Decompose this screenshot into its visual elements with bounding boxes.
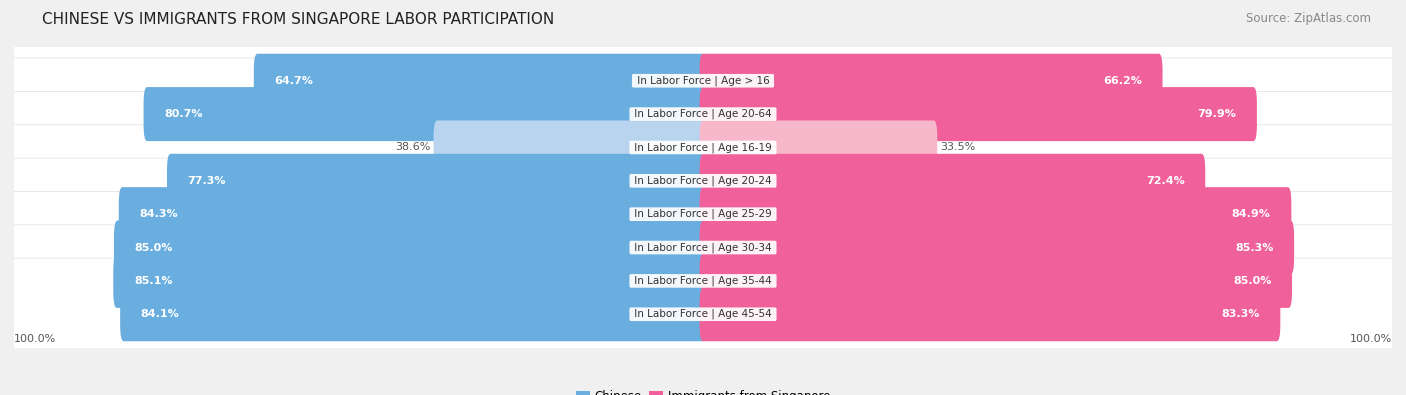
Text: 100.0%: 100.0% bbox=[14, 334, 56, 344]
Text: 66.2%: 66.2% bbox=[1102, 76, 1142, 86]
Text: 85.0%: 85.0% bbox=[135, 243, 173, 252]
FancyBboxPatch shape bbox=[0, 58, 1406, 170]
FancyBboxPatch shape bbox=[700, 154, 1205, 208]
Text: 72.4%: 72.4% bbox=[1146, 176, 1185, 186]
FancyBboxPatch shape bbox=[700, 220, 1294, 275]
FancyBboxPatch shape bbox=[433, 120, 706, 175]
FancyBboxPatch shape bbox=[118, 187, 706, 241]
FancyBboxPatch shape bbox=[0, 125, 1406, 237]
Text: In Labor Force | Age 45-54: In Labor Force | Age 45-54 bbox=[631, 309, 775, 320]
FancyBboxPatch shape bbox=[114, 220, 706, 275]
FancyBboxPatch shape bbox=[254, 54, 706, 108]
Text: 83.3%: 83.3% bbox=[1222, 309, 1260, 319]
Text: 38.6%: 38.6% bbox=[395, 143, 430, 152]
Text: 84.1%: 84.1% bbox=[141, 309, 180, 319]
FancyBboxPatch shape bbox=[120, 287, 706, 341]
FancyBboxPatch shape bbox=[167, 154, 706, 208]
FancyBboxPatch shape bbox=[0, 158, 1406, 270]
Text: 84.9%: 84.9% bbox=[1232, 209, 1271, 219]
Text: 79.9%: 79.9% bbox=[1198, 109, 1236, 119]
Text: In Labor Force | Age 20-64: In Labor Force | Age 20-64 bbox=[631, 109, 775, 119]
FancyBboxPatch shape bbox=[0, 192, 1406, 304]
Text: 33.5%: 33.5% bbox=[941, 143, 976, 152]
Text: In Labor Force | Age 30-34: In Labor Force | Age 30-34 bbox=[631, 242, 775, 253]
Text: 100.0%: 100.0% bbox=[1350, 334, 1392, 344]
Text: Source: ZipAtlas.com: Source: ZipAtlas.com bbox=[1246, 12, 1371, 25]
Text: In Labor Force | Age 35-44: In Labor Force | Age 35-44 bbox=[631, 276, 775, 286]
Legend: Chinese, Immigrants from Singapore: Chinese, Immigrants from Singapore bbox=[571, 385, 835, 395]
Text: In Labor Force | Age 20-24: In Labor Force | Age 20-24 bbox=[631, 175, 775, 186]
Text: In Labor Force | Age 16-19: In Labor Force | Age 16-19 bbox=[631, 142, 775, 153]
FancyBboxPatch shape bbox=[0, 258, 1406, 371]
FancyBboxPatch shape bbox=[0, 225, 1406, 337]
FancyBboxPatch shape bbox=[700, 287, 1281, 341]
Text: In Labor Force | Age > 16: In Labor Force | Age > 16 bbox=[634, 75, 772, 86]
FancyBboxPatch shape bbox=[0, 24, 1406, 137]
FancyBboxPatch shape bbox=[0, 91, 1406, 203]
Text: 85.3%: 85.3% bbox=[1234, 243, 1274, 252]
FancyBboxPatch shape bbox=[143, 87, 706, 141]
FancyBboxPatch shape bbox=[700, 87, 1257, 141]
FancyBboxPatch shape bbox=[114, 254, 706, 308]
Text: 80.7%: 80.7% bbox=[165, 109, 202, 119]
Text: 85.1%: 85.1% bbox=[134, 276, 173, 286]
FancyBboxPatch shape bbox=[700, 120, 938, 175]
FancyBboxPatch shape bbox=[700, 187, 1291, 241]
Text: 84.3%: 84.3% bbox=[139, 209, 179, 219]
FancyBboxPatch shape bbox=[700, 54, 1163, 108]
Text: 77.3%: 77.3% bbox=[187, 176, 226, 186]
Text: CHINESE VS IMMIGRANTS FROM SINGAPORE LABOR PARTICIPATION: CHINESE VS IMMIGRANTS FROM SINGAPORE LAB… bbox=[42, 12, 554, 27]
Text: 85.0%: 85.0% bbox=[1233, 276, 1271, 286]
Text: In Labor Force | Age 25-29: In Labor Force | Age 25-29 bbox=[631, 209, 775, 220]
FancyBboxPatch shape bbox=[700, 254, 1292, 308]
Text: 64.7%: 64.7% bbox=[274, 76, 314, 86]
